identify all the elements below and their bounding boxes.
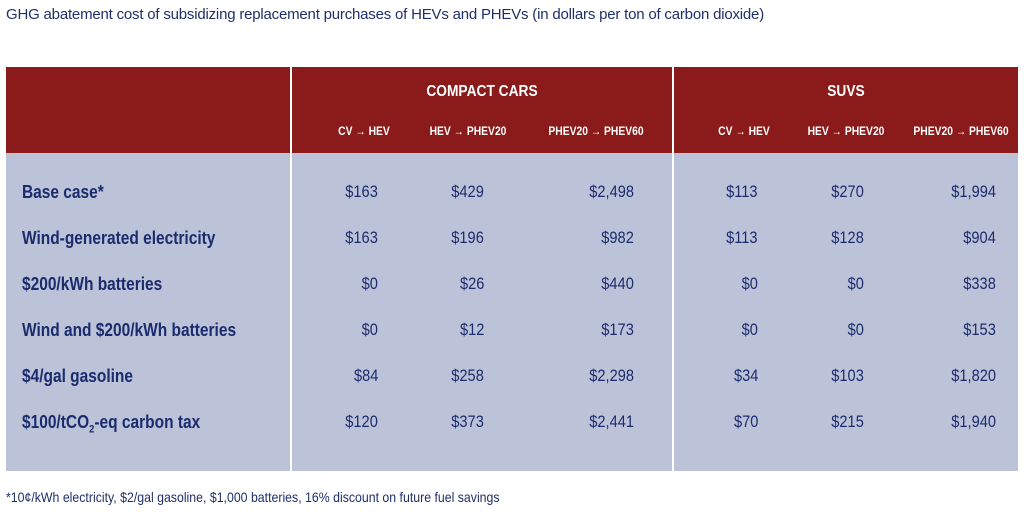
- table-cell: $982: [601, 228, 634, 247]
- column-header: HEV → PHEV20: [807, 124, 885, 138]
- table-cell: $113: [726, 228, 758, 247]
- table-cell: $12: [459, 320, 484, 339]
- table-cell: $173: [601, 320, 634, 339]
- table-cell: $0: [741, 274, 758, 293]
- table-cell: $0: [361, 274, 378, 293]
- table-cell: $2,298: [589, 366, 634, 385]
- table-cell: $103: [831, 366, 864, 385]
- table-cell: $34: [733, 366, 758, 385]
- table-cell: $338: [963, 274, 996, 293]
- table-cell: $163: [345, 228, 378, 247]
- table-cell: $84: [353, 366, 378, 385]
- column-header: CV → HEV: [338, 124, 390, 138]
- column-header: PHEV20 → PHEV60: [548, 124, 644, 138]
- table-cell: $26: [459, 274, 484, 293]
- table-cell: $128: [831, 228, 864, 247]
- table-cell: $120: [345, 412, 378, 431]
- table-cell: $0: [847, 274, 864, 293]
- table-cell: $373: [451, 412, 484, 431]
- column-header: PHEV20 → PHEV60: [913, 124, 1009, 138]
- table-cell: $1,994: [951, 182, 996, 201]
- table-cell: $2,441: [589, 412, 634, 431]
- group-header-compact-cars: COMPACT CARS: [426, 83, 538, 100]
- column-header: HEV → PHEV20: [429, 124, 507, 138]
- table-cell: $0: [847, 320, 864, 339]
- row-label: $200/kWh batteries: [22, 274, 163, 294]
- table-cell: $258: [451, 366, 484, 385]
- column-header: CV → HEV: [718, 124, 770, 138]
- row-label: Wind and $200/kWh batteries: [22, 320, 237, 340]
- table-cell: $2,498: [589, 182, 634, 201]
- abatement-cost-table: COMPACT CARS SUVS CV → HEV HEV → PHEV20 …: [6, 67, 1018, 471]
- table-cell: $113: [726, 182, 758, 201]
- row-label: $4/gal gasoline: [22, 366, 133, 386]
- table-cell: $0: [361, 320, 378, 339]
- row-label: Wind-generated electricity: [22, 228, 216, 248]
- table-cell: $1,820: [951, 366, 996, 385]
- table-cell: $270: [831, 182, 864, 201]
- table-header: [6, 67, 1018, 153]
- row-label: $100/tCO2-eq carbon tax: [22, 412, 201, 436]
- row-label: Base case*: [22, 182, 104, 202]
- table-body: [6, 153, 1018, 471]
- column-divider: [290, 67, 292, 471]
- table-cell: $904: [963, 228, 996, 247]
- group-header-suvs: SUVS: [827, 83, 865, 100]
- table-cell: $196: [451, 228, 484, 247]
- table-cell: $429: [451, 182, 484, 201]
- table-title: GHG abatement cost of subsidizing replac…: [6, 6, 764, 23]
- table-cell: $163: [345, 182, 378, 201]
- column-divider: [672, 67, 674, 471]
- table-cell: $1,940: [951, 412, 996, 431]
- table-cell: $215: [831, 412, 864, 431]
- footnote: *10¢/kWh electricity, $2/gal gasoline, $…: [6, 489, 500, 505]
- table-cell: $153: [963, 320, 996, 339]
- table-cell: $70: [733, 412, 758, 431]
- table-cell: $0: [741, 320, 758, 339]
- table-cell: $440: [601, 274, 634, 293]
